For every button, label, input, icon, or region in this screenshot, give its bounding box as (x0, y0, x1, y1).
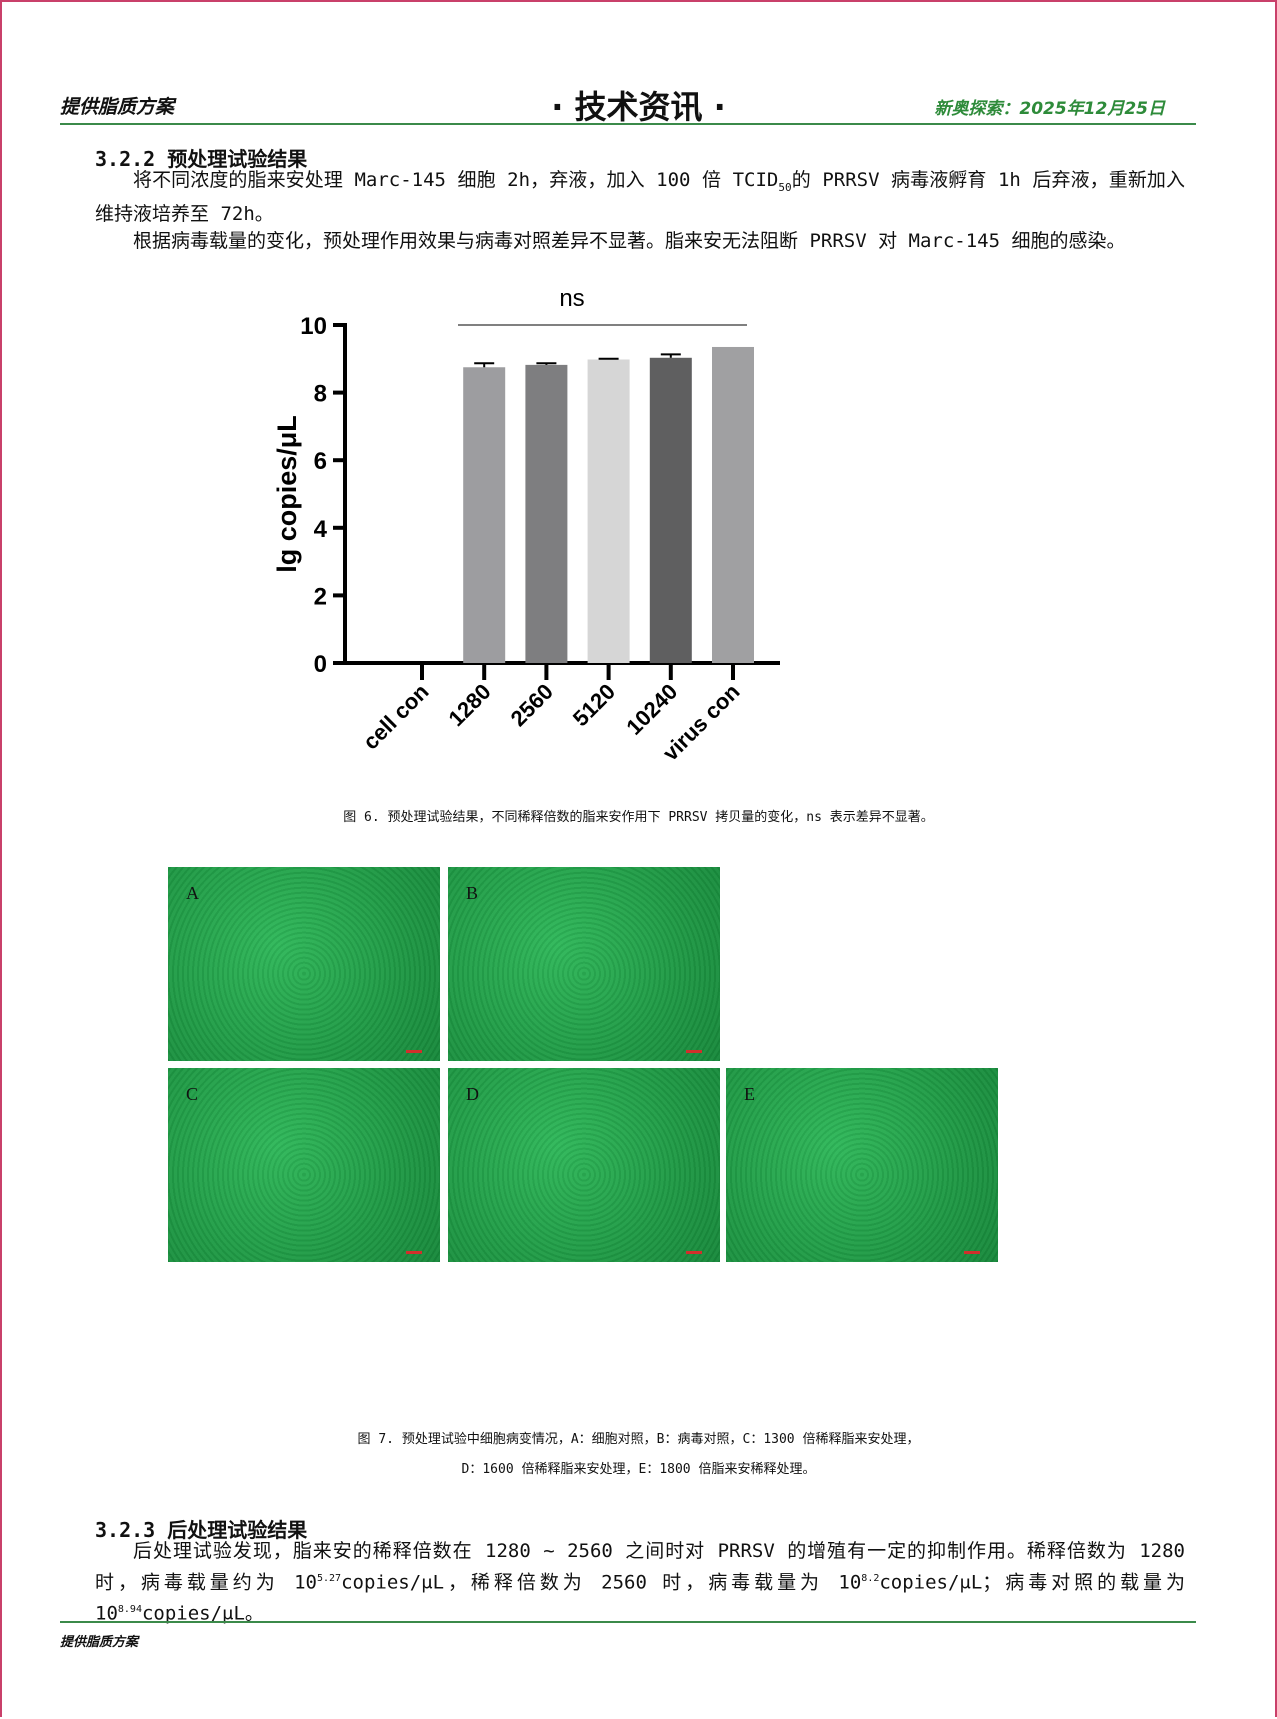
bar-5120 (587, 359, 630, 663)
superscript: 8.2 (861, 1573, 880, 1584)
bar-10240 (649, 357, 692, 663)
micrograph-a: A (168, 867, 440, 1061)
footer-text: 提供脂质方案 (60, 1635, 139, 1650)
bar-1280 (463, 367, 506, 663)
panel-label: B (466, 883, 479, 903)
panel-label: C (186, 1084, 199, 1104)
x-tick-label: 10240 (621, 679, 682, 740)
superscript: 8.94 (117, 1604, 142, 1616)
y-tick-label: 0 (314, 651, 327, 678)
y-tick-label: 6 (314, 448, 327, 475)
bar-2560 (525, 364, 568, 663)
figure-7-caption-line1: 图 7. 预处理试验中细胞病变情况，A：细胞对照，B：病毒对照，C：1300 倍… (357, 1432, 920, 1447)
y-tick-label: 8 (314, 381, 327, 408)
section-body: 将不同浓度的脂来安处理 Marc-145 细胞 2h，弃液，加入 100 倍 T… (95, 167, 1185, 255)
text: copies/μL。 (141, 1602, 264, 1625)
micrograph-c: C (168, 1068, 440, 1262)
micrograph-d: D (448, 1068, 720, 1262)
panel-label: A (186, 883, 199, 903)
superscript: 5.27 (316, 1573, 342, 1584)
footer-rule (60, 1621, 1196, 1623)
paragraph: 根据病毒载量的变化，预处理作用效果与病毒对照差异不显著。脂来安无法阻断 PRRS… (133, 229, 1126, 252)
paragraph: 后处理试验发现，脂来安的稀释倍数在 1280 ~ 2560 之间时对 PRRSV… (95, 1538, 1185, 1628)
scale-bar (686, 1050, 702, 1053)
paragraph: 将不同浓度的脂来安处理 Marc-145 细胞 2h，弃液，加入 100 倍 T… (95, 167, 1185, 228)
x-tick-label: 5120 (568, 679, 620, 731)
scale-bar (686, 1251, 702, 1254)
header-left: 提供脂质方案 (60, 96, 175, 118)
y-axis-label: lg copies/μL (272, 415, 302, 573)
text: copies/μL，稀释倍数为 2560 时，病毒载量为 10 (341, 1571, 862, 1594)
text: 的 PRRSV 病毒液孵育 1h 后弃液，重新加入维持液培养至 72h。 (95, 169, 1185, 225)
y-tick-label: 4 (314, 516, 328, 543)
scale-bar (406, 1050, 422, 1053)
panel-label: E (744, 1084, 755, 1104)
figure-6-caption: 图 6. 预处理试验结果，不同稀释倍数的脂来安作用下 PRRSV 拷贝量的变化，… (343, 810, 934, 825)
figure-7-caption-line2: D：1600 倍稀释脂来安处理，E：1800 倍脂来安稀释处理。 (461, 1462, 816, 1477)
y-tick-label: 2 (314, 583, 327, 610)
scale-bar (964, 1251, 980, 1254)
section-body: 后处理试验发现，脂来安的稀释倍数在 1280 ~ 2560 之间时对 PRRSV… (95, 1538, 1185, 1628)
header-date: 新奥探索：2025年12月25日 (934, 99, 1165, 119)
micrograph-e: E (726, 1068, 998, 1262)
panel-label: D (466, 1084, 479, 1104)
bar-chart: 0 2 4 6 8 10 lg copies/μL cell con 1280 2560 5120 1… (272, 285, 780, 766)
x-tick-label: cell con (358, 679, 434, 755)
header-rule (60, 123, 1196, 125)
significance-label: ns (559, 285, 584, 312)
subscript: 50 (778, 180, 792, 194)
y-tick-label: 10 (300, 313, 327, 340)
text: 后处理试验发现，脂来安的稀释倍数在 1280 ~ 2560 之间时对 PRRSV… (95, 1540, 1185, 1594)
x-tick-label: 2560 (506, 679, 558, 731)
section-heading: 3.2.2 预处理试验结果 (95, 147, 308, 171)
bar-virus-con (712, 346, 754, 663)
x-tick-label: 1280 (443, 679, 495, 731)
scale-bar (406, 1251, 422, 1254)
text: copies/μL；病毒对照的载量为 10 (95, 1571, 1185, 1625)
text: 将不同浓度的脂来安处理 Marc-145 细胞 2h，弃液，加入 100 倍 T… (133, 169, 779, 191)
section-heading: 3.2.3 后处理试验结果 (95, 1518, 308, 1542)
micrograph-b: B (448, 867, 720, 1061)
header-title: · 技术资讯 · (551, 88, 726, 126)
